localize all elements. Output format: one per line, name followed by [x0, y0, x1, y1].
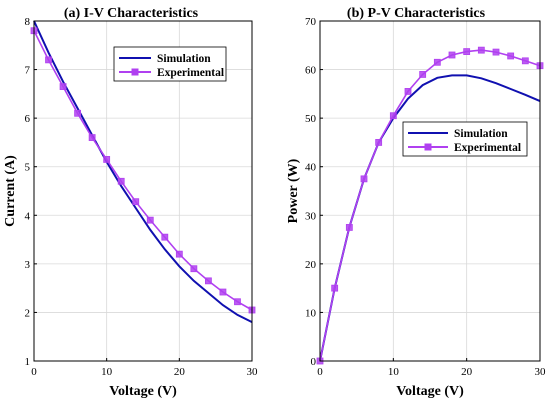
pv-experimental-point: [375, 139, 383, 146]
pv-experimental-point: [492, 48, 500, 56]
iv-experimental-point: [117, 177, 125, 185]
iv-simulation-line: [33, 20, 253, 323]
pv-y-tick-label: 30: [305, 210, 317, 222]
pv-y-tick-label: 50: [305, 113, 317, 125]
pv-x-tick-label: 20: [461, 366, 473, 378]
iv-experimental-point: [219, 288, 227, 296]
pv-plot-frame: [319, 20, 541, 362]
iv-chart-title: (a) I-V Characteristics: [64, 6, 199, 21]
iv-plot-frame: [33, 20, 253, 362]
pv-experimental-point: [404, 88, 412, 95]
iv-legend-simulation: Simulation: [157, 53, 211, 65]
iv-experimental-point: [204, 277, 212, 285]
iv-y-tick-label: 1: [25, 356, 31, 368]
iv-legend: Simulation Experimental: [113, 46, 227, 82]
iv-x-axis-label: Voltage (V): [109, 384, 177, 399]
iv-y-axis-label: Current (A): [3, 155, 18, 227]
iv-experimental-point: [234, 298, 241, 306]
iv-x-tick-label: 30: [247, 366, 259, 378]
iv-experimental-line: [33, 30, 253, 311]
iv-y-tick-label: 3: [25, 259, 31, 271]
iv-experimental-point: [74, 109, 81, 117]
iv-x-tick-label: 20: [174, 366, 186, 378]
pv-experimental-point: [448, 51, 456, 59]
pv-y-tick-label: 0: [311, 356, 317, 368]
pv-y-axis-label: Power (W): [286, 158, 301, 223]
iv-y-tick-label: 5: [25, 162, 31, 174]
pv-experimental-point: [477, 46, 485, 54]
iv-experimental-point: [175, 250, 183, 258]
iv-y-tick-label: 2: [25, 307, 31, 319]
pv-y-tick-label: 70: [305, 16, 317, 28]
pv-experimental-point: [345, 224, 353, 231]
iv-y-tick-label: 7: [25, 65, 31, 77]
pv-experimental-point: [463, 48, 471, 55]
pv-experimental-point: [521, 57, 529, 65]
pv-x-tick-label: 0: [317, 366, 323, 378]
iv-experimental-point: [132, 198, 140, 206]
pv-x-tick-label: 10: [388, 366, 400, 378]
pv-experimental-point: [507, 52, 515, 60]
iv-y-tick-label: 6: [25, 113, 31, 125]
iv-experimental-point: [190, 265, 198, 273]
pv-experimental-point: [360, 175, 368, 183]
pv-x-axis-label: Voltage (V): [396, 384, 464, 399]
pv-experimental-point: [389, 112, 397, 120]
iv-y-tick-label: 8: [25, 16, 31, 28]
iv-x-tick-label: 10: [101, 366, 113, 378]
pv-x-tick-label: 30: [535, 366, 547, 378]
pv-legend-experimental: Experimental: [454, 142, 521, 154]
pv-y-tick-label: 60: [305, 65, 317, 77]
pv-experimental-point: [331, 284, 339, 292]
iv-y-tick-label: 4: [25, 210, 31, 222]
pv-y-tick-label: 20: [305, 259, 317, 271]
iv-experimental-point: [45, 56, 52, 64]
iv-x-tick-label: 0: [31, 366, 37, 378]
iv-chart: (a) I-V Characteristics 0 10 20 3012345678 …: [3, 6, 258, 399]
iv-experimental-point: [88, 134, 96, 141]
pv-y-tick-label: 40: [305, 162, 317, 174]
pv-experimental-point: [433, 58, 441, 66]
pv-y-tick-label: 10: [305, 307, 317, 319]
iv-experimental-point: [161, 233, 169, 241]
pv-experimental-point: [419, 71, 427, 78]
iv-experimental-point: [146, 216, 154, 224]
pv-legend: Simulation Experimental: [402, 121, 528, 157]
pv-legend-simulation: Simulation: [454, 128, 508, 140]
iv-legend-experimental: Experimental: [157, 67, 224, 79]
iv-experimental-point: [103, 156, 111, 163]
pv-experimental-line: [319, 49, 541, 362]
pv-chart-title: (b) P-V Characteristics: [347, 6, 486, 21]
pv-chart: (b) P-V Characteristics 0 10 20 30 0 10 20 30 40…: [286, 6, 546, 399]
iv-experimental-point: [59, 83, 67, 90]
